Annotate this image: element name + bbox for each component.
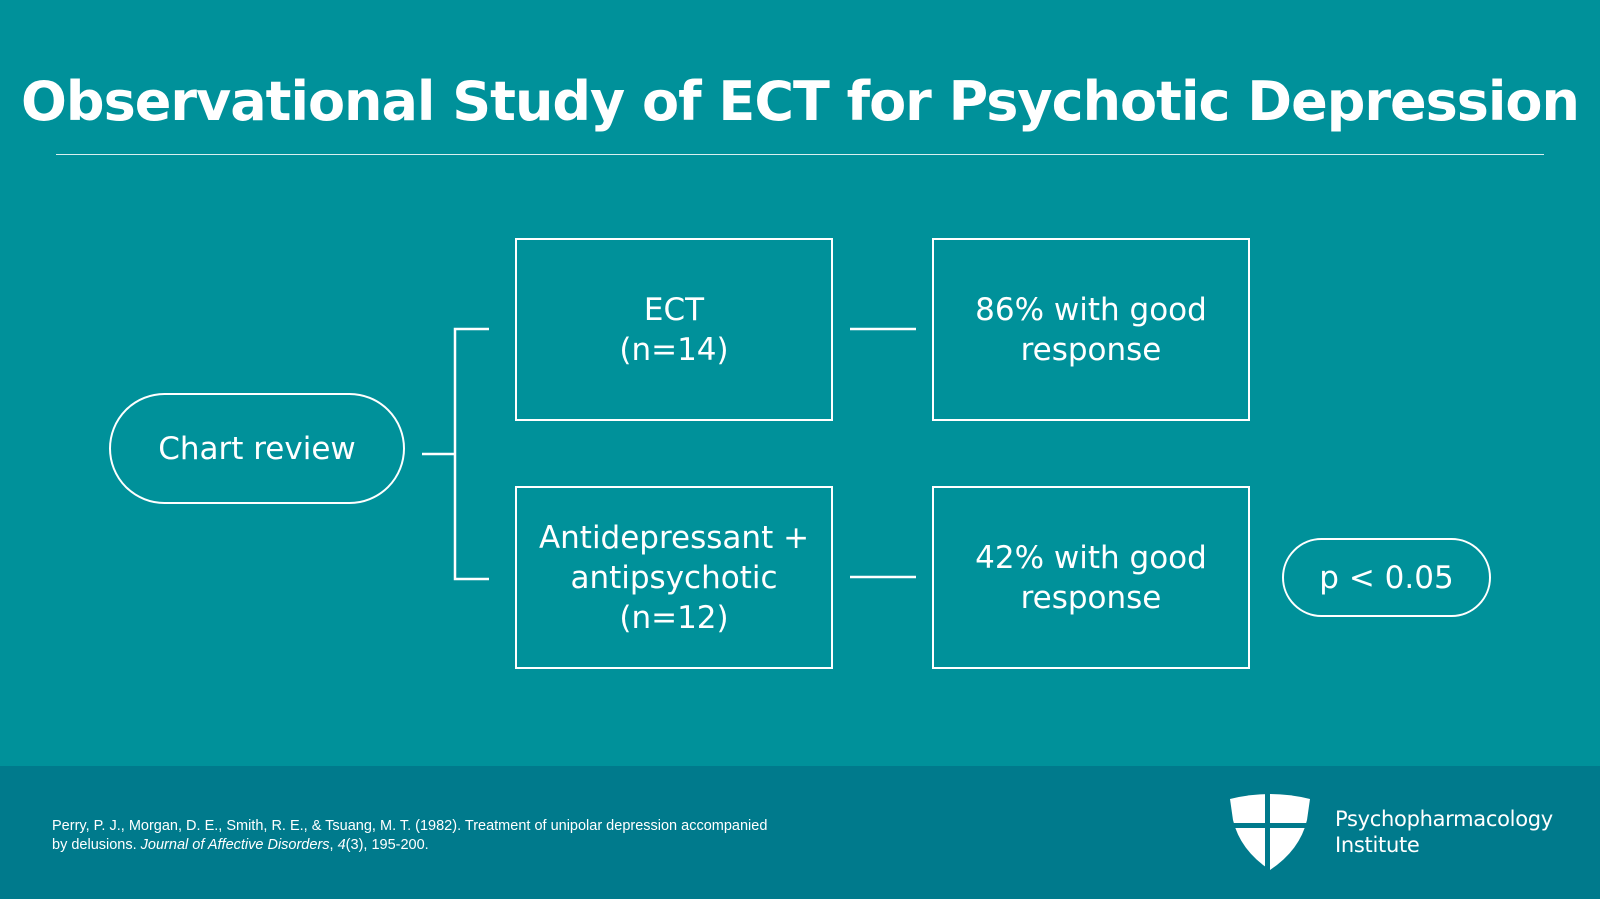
citation: Perry, P. J., Morgan, D. E., Smith, R. E…	[52, 817, 772, 855]
connector-bracket	[453, 327, 489, 581]
chart-review-label: Chart review	[158, 430, 356, 467]
title-divider	[56, 154, 1544, 155]
citation-separator: ,	[329, 837, 338, 853]
antidepressant-result-label: 42% with good response	[975, 539, 1207, 616]
ect-result-box: 86% with good response	[932, 238, 1250, 421]
slide-title: Observational Study of ECT for Psychotic…	[21, 70, 1580, 133]
logo-line-2: Institute	[1335, 833, 1420, 857]
antidepressant-result-box: 42% with good response	[932, 486, 1250, 669]
citation-rest: (3), 195-200.	[345, 837, 429, 853]
logo-wordmark: Psychopharmacology Institute	[1335, 806, 1553, 858]
ect-group-box: ECT (n=14)	[515, 238, 833, 421]
citation-journal: Journal of Affective Disorders	[140, 837, 330, 853]
p-value-label: p < 0.05	[1319, 559, 1454, 596]
citation-volume: 4	[337, 837, 346, 853]
logo-line-1: Psychopharmacology	[1335, 807, 1553, 831]
p-value-badge: p < 0.05	[1282, 538, 1491, 617]
shield-logo-icon	[1230, 794, 1310, 870]
antidepressant-group-label: Antidepressant + antipsychotic (n=12)	[538, 519, 810, 636]
ect-group-label: ECT (n=14)	[619, 291, 729, 368]
citation-authors: Perry, P. J., Morgan, D. E., Smith, R. E…	[52, 818, 768, 853]
antidepressant-group-box: Antidepressant + antipsychotic (n=12)	[515, 486, 833, 669]
footer-bar: Perry, P. J., Morgan, D. E., Smith, R. E…	[0, 766, 1600, 899]
ect-result-label: 86% with good response	[975, 291, 1207, 368]
chart-review-node: Chart review	[109, 393, 405, 504]
